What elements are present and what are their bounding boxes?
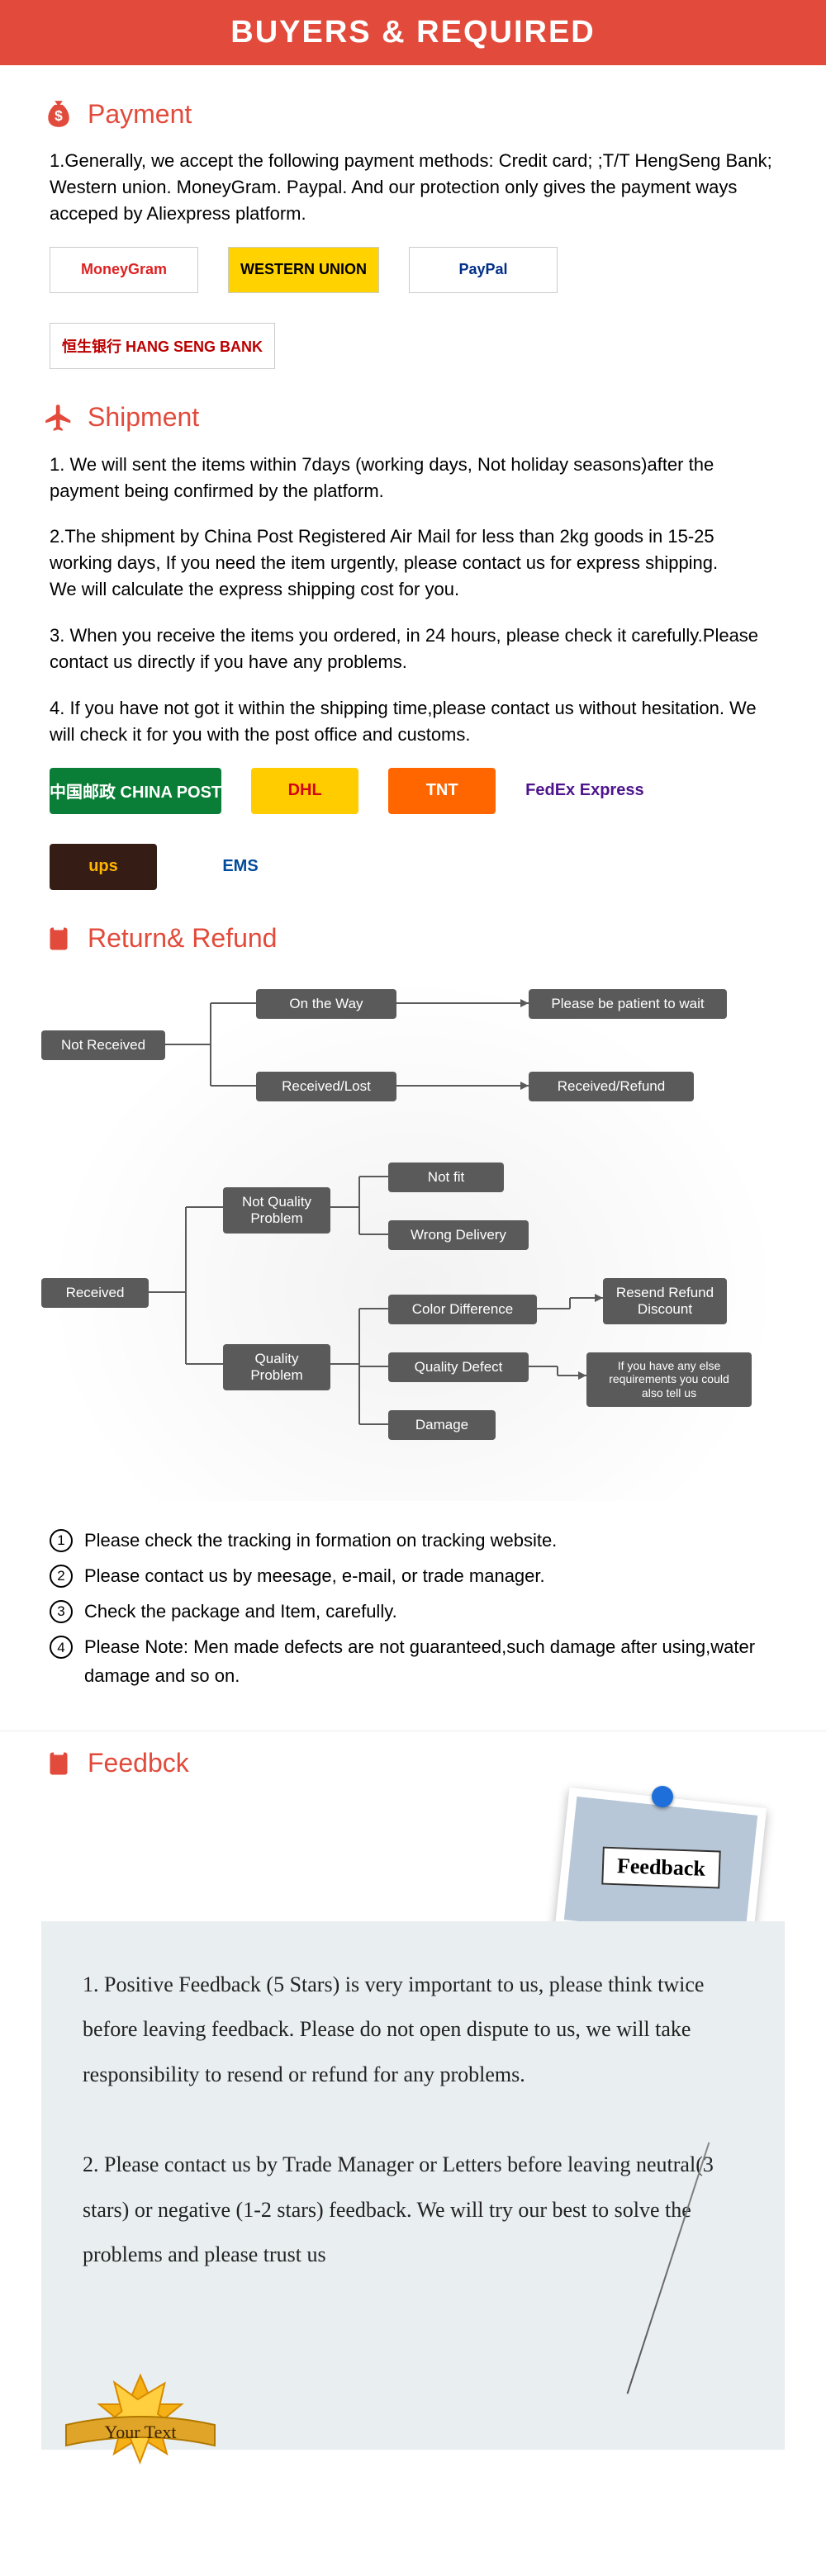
feedback-p2: 2. Please contact us by Trade Manager or… <box>83 2143 743 2278</box>
flow-node-nqp: Not Quality Problem <box>223 1187 330 1234</box>
western-union-logo: WESTERN UNION <box>228 247 379 293</box>
feedback-sign: Feedback <box>601 1846 720 1888</box>
ups-logo: ups <box>50 844 157 890</box>
flow-node-damage: Damage <box>388 1410 496 1440</box>
return-note-text: Please Note: Men made defects are not gu… <box>84 1636 755 1686</box>
shipment-p4: 4. If you have not got it within the shi… <box>0 695 826 748</box>
svg-text:$: $ <box>55 107 63 124</box>
flow-node-on_the_way: On the Way <box>256 989 396 1019</box>
circled-number-icon: 1 <box>50 1529 73 1552</box>
return-note: 3 Check the package and Item, carefully. <box>50 1597 776 1626</box>
money-bag-icon: $ <box>41 97 76 131</box>
clipboard-icon <box>41 921 76 956</box>
return-flowchart: Not Received On the Way Please be patient … <box>41 973 785 1501</box>
return-note: 4 Please Note: Men made defects are not g… <box>50 1632 776 1690</box>
shipment-title: Shipment <box>88 402 199 433</box>
shipment-p1: 1. We will sent the items within 7days (… <box>0 452 826 504</box>
shipment-header: Shipment <box>0 394 826 442</box>
circled-number-icon: 4 <box>50 1636 73 1659</box>
return-title: Return& Refund <box>88 923 277 954</box>
return-note-text: Check the package and Item, carefully. <box>84 1601 397 1622</box>
payment-header: $ Payment <box>0 90 826 138</box>
clipboard-icon <box>41 1746 76 1781</box>
fedex-logo: FedEx Express <box>525 768 643 814</box>
flow-node-color_diff: Color Difference <box>388 1295 537 1324</box>
banner: BUYERS & REQUIRED <box>0 0 826 65</box>
flow-node-patient: Please be patient to wait <box>529 989 727 1019</box>
flow-node-not_fit: Not fit <box>388 1163 504 1192</box>
flow-node-received: Received <box>41 1278 149 1308</box>
circled-number-icon: 3 <box>50 1600 73 1623</box>
badge-text: Your Text <box>105 2422 177 2442</box>
flow-node-not_received: Not Received <box>41 1030 165 1060</box>
return-note: 1 Please check the tracking in formation … <box>50 1526 776 1555</box>
hangseng-logo: 恒生银行 HANG SENG BANK <box>50 323 275 369</box>
shipment-carriers: 中国邮政 CHINA POST DHL TNT FedEx Express ups EMS <box>0 768 826 915</box>
return-notes: 1 Please check the tracking in formation … <box>0 1518 826 1722</box>
flow-node-wrong_del: Wrong Delivery <box>388 1220 529 1250</box>
flow-node-qp: Quality Problem <box>223 1344 330 1391</box>
tnt-logo: TNT <box>388 768 496 814</box>
flow-node-received_lost: Received/Lost <box>256 1072 396 1101</box>
return-note-text: Please contact us by meesage, e-mail, or… <box>84 1565 545 1586</box>
paypal-logo: PayPal <box>409 247 558 293</box>
return-note: 2 Please contact us by meesage, e-mail, o… <box>50 1561 776 1590</box>
shipment-p2: 2.The shipment by China Post Registered … <box>0 523 826 603</box>
dhl-logo: DHL <box>251 768 358 814</box>
feedback-panel: 1. Positive Feedback (5 Stars) is very i… <box>41 1921 785 2450</box>
flow-node-resend: Resend Refund Discount <box>603 1278 727 1325</box>
china-post-logo: 中国邮政 CHINA POST <box>50 768 221 814</box>
ems-logo: EMS <box>187 844 294 890</box>
payment-logos: MoneyGram WESTERN UNION PayPal 恒生银行 HANG SE… <box>0 247 826 394</box>
feedback-title: Feedbck <box>88 1748 189 1778</box>
moneygram-logo: MoneyGram <box>50 247 198 293</box>
flow-node-qual_defect: Quality Defect <box>388 1352 529 1382</box>
flow-node-else: If you have any else requirements you co… <box>586 1352 752 1407</box>
flow-node-rec_refund: Received/Refund <box>529 1072 694 1101</box>
pushpin-icon <box>652 1786 673 1807</box>
return-header: Return& Refund <box>0 915 826 963</box>
airplane-icon <box>41 400 76 435</box>
feedback-p1: 1. Positive Feedback (5 Stars) is very i… <box>83 1963 743 2098</box>
payment-text: 1.Generally, we accept the following pay… <box>0 148 826 227</box>
circled-number-icon: 2 <box>50 1565 73 1588</box>
feedback-photo-wrap: Feedback <box>0 1797 826 1938</box>
feedback-header: Feedbck <box>0 1740 826 1788</box>
return-note-text: Please check the tracking in formation o… <box>84 1530 557 1551</box>
payment-title: Payment <box>88 99 192 130</box>
gold-star-badge: Your Text <box>58 2367 223 2483</box>
shipment-p3: 3. When you receive the items you ordere… <box>0 623 826 675</box>
